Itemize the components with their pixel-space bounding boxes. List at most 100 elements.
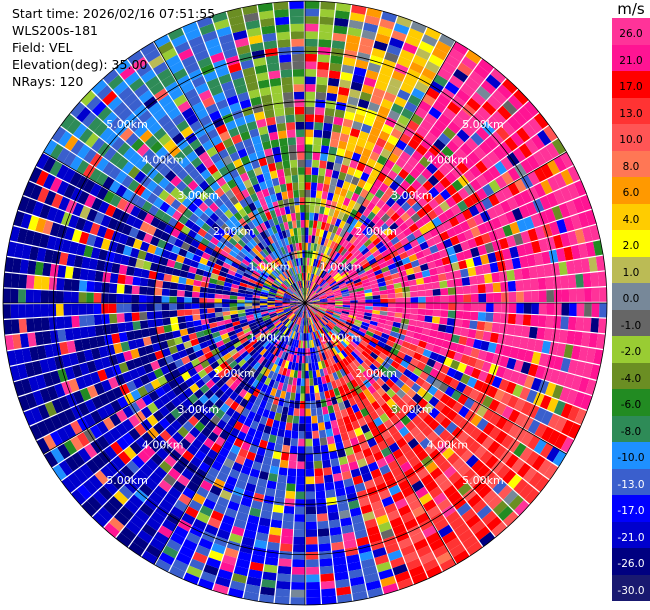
velocity-gate [474, 235, 485, 247]
velocity-gate [261, 94, 273, 104]
velocity-gate [158, 405, 170, 417]
velocity-gate [309, 290, 315, 298]
velocity-gate [554, 433, 568, 450]
velocity-gate [342, 295, 350, 299]
velocity-gate [370, 261, 379, 269]
velocity-gate [237, 414, 247, 425]
velocity-gate [260, 338, 268, 346]
velocity-gate [288, 338, 294, 347]
velocity-gate [290, 314, 297, 322]
velocity-gate [317, 54, 330, 63]
velocity-gate [429, 538, 445, 552]
velocity-gate [292, 220, 297, 229]
velocity-gate [147, 278, 156, 288]
velocity-gate [30, 406, 43, 423]
velocity-gate [456, 232, 467, 243]
velocity-gate [351, 120, 363, 131]
velocity-gate [181, 371, 191, 382]
velocity-gate [541, 426, 554, 442]
velocity-gate [363, 181, 373, 192]
velocity-gate [127, 179, 140, 192]
velocity-gate [504, 136, 519, 152]
velocity-gate [477, 223, 488, 235]
velocity-gate [439, 558, 456, 572]
velocity-gate [295, 340, 300, 348]
velocity-gate [43, 417, 57, 434]
velocity-gate [255, 190, 264, 200]
velocity-gate [560, 232, 571, 247]
velocity-gate [210, 510, 224, 522]
velocity-gate [316, 182, 324, 192]
velocity-gate [256, 233, 264, 242]
velocity-gate [128, 428, 141, 441]
range-ring-label: 5.00km [462, 118, 504, 131]
velocity-gate [208, 550, 224, 562]
velocity-gate [297, 303, 305, 306]
velocity-gate [447, 287, 456, 295]
velocity-gate [342, 358, 350, 367]
velocity-gate [235, 404, 245, 415]
velocity-gate [101, 293, 109, 303]
velocity-gate [294, 235, 299, 244]
range-ring-label: 1.00km [249, 332, 291, 345]
velocity-gate [323, 246, 330, 255]
velocity-gate [253, 361, 261, 371]
velocity-gate [328, 208, 335, 217]
velocity-gate [110, 399, 122, 413]
velocity-gate [508, 409, 521, 423]
velocity-gate [132, 218, 144, 230]
velocity-gate [152, 184, 164, 197]
velocity-gate [213, 263, 223, 271]
velocity-gate [262, 456, 272, 466]
velocity-gate [305, 23, 319, 32]
velocity-gate [202, 96, 216, 108]
velocity-gate [361, 472, 373, 483]
velocity-gate [301, 280, 304, 289]
velocity-gate [273, 1, 289, 11]
velocity-gate [166, 338, 176, 348]
velocity-gate [301, 265, 304, 273]
velocity-gate [282, 335, 288, 344]
velocity-gate [161, 310, 170, 318]
velocity-gate [305, 257, 308, 266]
velocity-gate [377, 340, 386, 348]
velocity-gate [86, 303, 94, 315]
velocity-gate [453, 549, 470, 564]
velocity-gate [203, 196, 214, 207]
velocity-gate [451, 179, 464, 192]
velocity-gate [412, 265, 422, 274]
velocity-gate [417, 290, 426, 297]
velocity-gate [329, 62, 342, 72]
velocity-gate [57, 329, 67, 342]
velocity-gate [299, 204, 305, 213]
velocity-gate [290, 235, 296, 244]
velocity-gate [224, 209, 234, 219]
velocity-gate [361, 247, 370, 256]
velocity-gate [305, 204, 310, 213]
velocity-gate [351, 4, 367, 15]
velocity-gate [264, 556, 279, 566]
velocity-gate [239, 337, 248, 345]
velocity-gate [180, 81, 195, 94]
velocity-gate [314, 314, 321, 321]
velocity-gate [357, 299, 366, 303]
velocity-gate [343, 374, 351, 384]
velocity-gate [122, 350, 133, 362]
velocity-gate [192, 285, 201, 292]
velocity-gate [325, 255, 332, 264]
velocity-gate [276, 405, 283, 414]
velocity-gate [313, 212, 319, 221]
velocity-gate [333, 272, 341, 280]
velocity-gate [272, 250, 279, 259]
velocity-gate [131, 303, 140, 313]
velocity-gate [455, 310, 464, 319]
velocity-gate [535, 365, 546, 379]
velocity-gate [305, 514, 317, 522]
velocity-gate [501, 171, 514, 186]
velocity-gate [507, 182, 520, 196]
velocity-gate [344, 262, 352, 270]
velocity-gate [351, 403, 360, 414]
velocity-gate [379, 222, 389, 232]
velocity-gate [294, 347, 298, 356]
velocity-gate [147, 352, 157, 363]
